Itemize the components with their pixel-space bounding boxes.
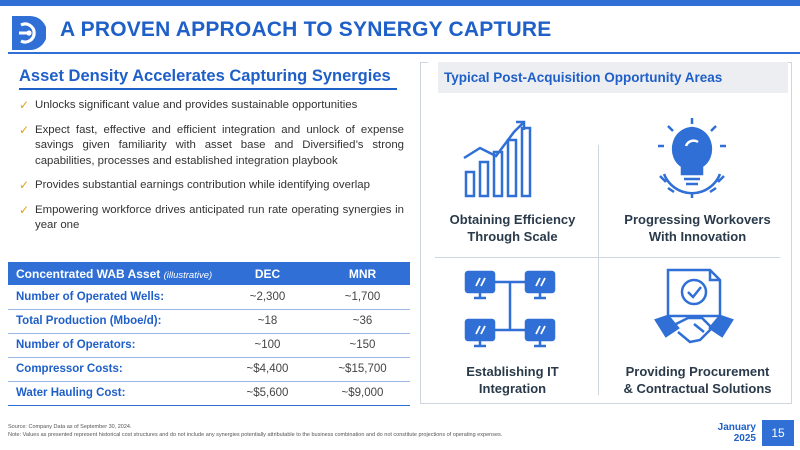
card-label-efficiency: Obtaining Efficiency Through Scale — [430, 211, 595, 245]
top-accent-bar — [0, 0, 800, 6]
row-dec-value: ~$4,400 — [220, 357, 315, 382]
card-label-line: Progressing Workovers — [624, 212, 771, 227]
checkmark-icon: ✓ — [19, 98, 30, 112]
bullet-item: ✓ Expect fast, effective and efficient in… — [19, 123, 404, 170]
page-number: 15 — [762, 420, 794, 446]
wab-asset-table: Concentrated WAB Asset (illustrative) DE… — [8, 262, 410, 406]
table-header-mnr: MNR — [315, 262, 410, 285]
row-dec-value: ~2,300 — [220, 285, 315, 310]
bullet-text: Unlocks significant value and provides s… — [35, 99, 358, 111]
footer-date: January 2025 — [704, 422, 756, 444]
card-label-line: & Contractual Solutions — [623, 381, 772, 396]
bullet-item: ✓ Unlocks significant value and provides … — [19, 98, 404, 114]
section-heading-rule — [19, 88, 397, 90]
title-rule — [8, 52, 800, 54]
bullet-item: ✓ Empowering workforce drives anticipated… — [19, 203, 404, 234]
footer-date-month: January — [717, 422, 756, 433]
row-mnr-value: ~150 — [315, 333, 410, 358]
card-label-workovers: Progressing Workovers With Innovation — [605, 211, 790, 245]
panel-header — [428, 62, 788, 93]
table-header-label: Concentrated WAB Asset (illustrative) — [8, 262, 220, 285]
page-title: A PROVEN APPROACH TO SYNERGY CAPTURE — [60, 18, 552, 41]
handshake-contract-icon — [654, 268, 734, 344]
card-label-line: With Innovation — [648, 229, 747, 244]
row-label: Water Hauling Cost: — [8, 381, 220, 406]
card-label-line: Obtaining Efficiency — [449, 212, 576, 227]
card-label-it-integration: Establishing IT Integration — [430, 363, 595, 397]
row-mnr-value: ~1,700 — [315, 285, 410, 310]
bullet-text: Empowering workforce drives anticipated … — [35, 203, 404, 232]
bullet-list: ✓ Unlocks significant value and provides … — [19, 98, 404, 243]
panel-divider-vertical — [598, 145, 599, 395]
table-row: Water Hauling Cost: ~$5,600 ~$9,000 — [8, 381, 410, 406]
table-row: Number of Operators: ~100 ~150 — [8, 333, 410, 358]
row-mnr-value: ~$15,700 — [315, 357, 410, 382]
row-label: Number of Operators: — [8, 333, 220, 358]
checkmark-icon: ✓ — [19, 122, 30, 137]
table-row: Compressor Costs: ~$4,400 ~$15,700 — [8, 357, 410, 382]
checkmark-icon: ✓ — [19, 178, 30, 192]
bullet-item: ✓ Provides substantial earnings contribut… — [19, 178, 404, 194]
bullet-text: Expect fast, effective and efficient int… — [35, 123, 404, 167]
checkmark-icon: ✓ — [19, 202, 30, 217]
footnote: Source: Company Data as of September 30,… — [8, 424, 502, 439]
table-header-row: Concentrated WAB Asset (illustrative) DE… — [8, 262, 410, 285]
row-label: Compressor Costs: — [8, 357, 220, 382]
bullet-text: Provides substantial earnings contributi… — [35, 179, 370, 191]
table-row: Number of Operated Wells: ~2,300 ~1,700 — [8, 285, 410, 310]
row-dec-value: ~100 — [220, 333, 315, 358]
row-label: Total Production (Mboe/d): — [8, 309, 220, 334]
table-header-note: (illustrative) — [163, 269, 213, 281]
table-header-dec: DEC — [220, 262, 315, 285]
row-mnr-value: ~$9,000 — [315, 381, 410, 406]
footnote-note: Note: Values as presented represent hist… — [8, 431, 503, 438]
row-label: Number of Operated Wells: — [8, 285, 220, 310]
footnote-source: Source: Company Data as of September 30,… — [8, 424, 132, 430]
table-row: Total Production (Mboe/d): ~18 ~36 — [8, 309, 410, 334]
row-mnr-value: ~36 — [315, 309, 410, 334]
card-label-line: Through Scale — [467, 229, 558, 244]
card-label-line: Providing Procurement — [625, 364, 770, 379]
lightbulb-gear-icon — [658, 118, 726, 198]
growth-chart-icon — [463, 120, 532, 198]
table-header-main: Concentrated WAB Asset — [16, 266, 161, 281]
row-dec-value: ~18 — [220, 309, 315, 334]
company-logo-icon — [12, 16, 46, 50]
panel-header-notch — [428, 62, 438, 93]
panel-divider-horizontal — [435, 257, 780, 258]
network-computers-icon — [464, 270, 556, 348]
row-dec-value: ~$5,600 — [220, 381, 315, 406]
card-label-line: Establishing IT — [466, 364, 559, 379]
card-label-procurement: Providing Procurement & Contractual Solu… — [605, 363, 790, 397]
footer-date-year: 2025 — [733, 433, 756, 444]
card-label-line: Integration — [478, 381, 547, 396]
section-heading: Asset Density Accelerates Capturing Syne… — [19, 67, 391, 85]
panel-title: Typical Post-Acquisition Opportunity Are… — [444, 70, 723, 85]
